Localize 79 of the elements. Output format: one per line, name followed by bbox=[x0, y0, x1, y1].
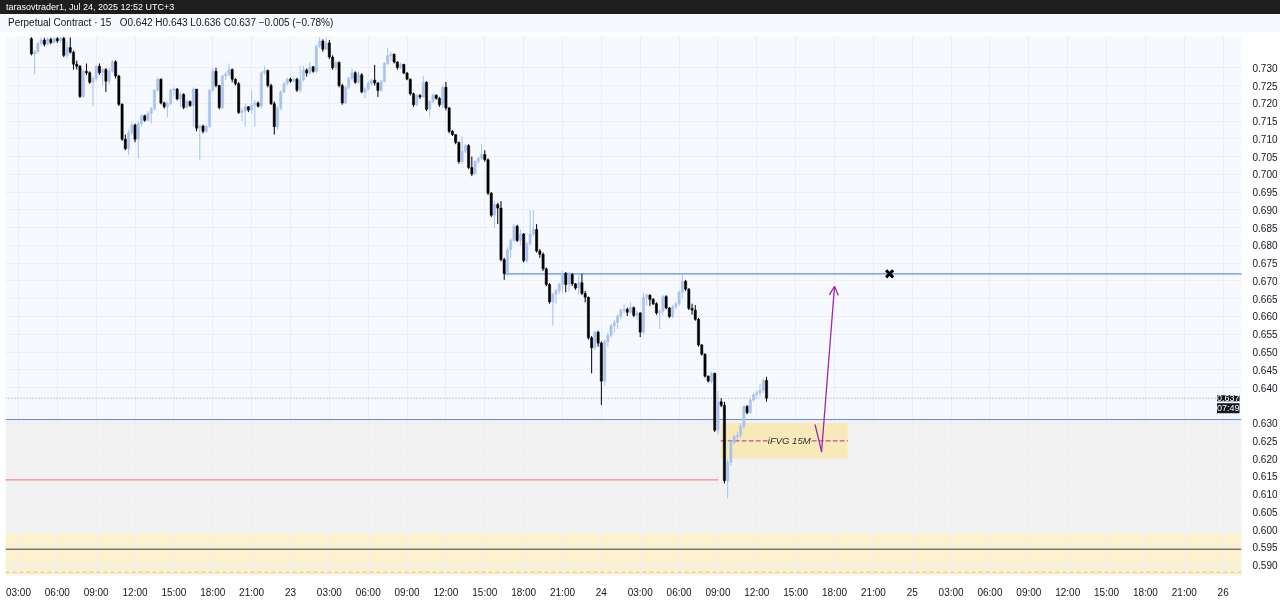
candlestick bbox=[622, 303, 626, 314]
candlestick bbox=[493, 200, 496, 229]
candlestick bbox=[635, 310, 639, 321]
x-tick-label: 21:00 bbox=[239, 586, 265, 598]
x-tick-label: 18:00 bbox=[822, 586, 848, 598]
annotation: 07:49 bbox=[1216, 403, 1240, 414]
candlestick bbox=[227, 63, 231, 78]
y-tick-label: 0.625 bbox=[1252, 435, 1278, 447]
y-tick-label: 0.675 bbox=[1252, 258, 1278, 270]
x-tick-label: 23 bbox=[284, 586, 297, 598]
y-tick-label: 0.620 bbox=[1252, 453, 1278, 465]
y-tick-label: 0.590 bbox=[1252, 560, 1278, 572]
y-tick-label: 0.655 bbox=[1252, 329, 1278, 341]
y-tick-label: 0.690 bbox=[1252, 204, 1278, 216]
x-tick-label: 18:00 bbox=[1132, 586, 1159, 598]
x-tick-label: 18:00 bbox=[200, 586, 226, 598]
y-tick-label: 0.725 bbox=[1252, 80, 1278, 92]
candlestick bbox=[535, 223, 538, 254]
x-tick-label: 06:00 bbox=[355, 586, 382, 598]
x-tick-label: 21:00 bbox=[1171, 586, 1198, 598]
candlestick bbox=[551, 292, 555, 327]
x-tick-label: 25 bbox=[906, 586, 919, 598]
y-tick-label: 0.610 bbox=[1252, 489, 1278, 501]
x-tick-label: 12:00 bbox=[1055, 586, 1081, 598]
y-tick-label: 0.645 bbox=[1252, 364, 1278, 376]
y-tick-label: 0.720 bbox=[1252, 98, 1278, 110]
x-tick-label: 15:00 bbox=[1094, 586, 1120, 598]
x-tick-label: 15:00 bbox=[472, 586, 498, 598]
candlestick bbox=[577, 273, 581, 296]
y-tick-label: 0.695 bbox=[1252, 187, 1278, 199]
candlestick bbox=[765, 376, 768, 403]
y-tick-label: 0.715 bbox=[1252, 116, 1278, 128]
chart-title: Perpetual Contract · 15 bbox=[8, 17, 112, 28]
candlestick bbox=[561, 270, 564, 294]
x-tick-label: 03:00 bbox=[5, 586, 32, 598]
chart-subtitle: O0.642 H0.643 L0.636 C0.637 −0.005 (−0.78%) bbox=[119, 17, 334, 28]
y-tick-label: 0.680 bbox=[1252, 240, 1278, 252]
y-tick-label: 0.730 bbox=[1252, 62, 1278, 74]
y-tick-label: 0.670 bbox=[1252, 275, 1278, 287]
x-tick-label: 03:00 bbox=[316, 586, 343, 598]
y-tick-label: 0.700 bbox=[1252, 169, 1278, 181]
candlestick bbox=[441, 85, 445, 109]
y-tick-label: 0.705 bbox=[1252, 151, 1278, 163]
annotation: iFVG 15M bbox=[767, 435, 811, 447]
x-tick-label: 09:00 bbox=[1016, 586, 1042, 598]
x-tick-label: 12:00 bbox=[744, 586, 770, 598]
y-tick-label: 0.615 bbox=[1252, 471, 1278, 483]
x-tick-label: 18:00 bbox=[511, 586, 537, 598]
y-tick-label: 0.665 bbox=[1252, 293, 1278, 305]
x-tick-label: 12:00 bbox=[122, 586, 148, 598]
x-tick-label: 09:00 bbox=[394, 586, 421, 598]
ref-line-label: 0.637 bbox=[1216, 393, 1240, 404]
x-tick-label: 26 bbox=[1217, 586, 1230, 598]
x-tick-label: 03:00 bbox=[938, 586, 965, 598]
y-tick-label: 0.685 bbox=[1252, 222, 1278, 234]
x-tick-label: 21:00 bbox=[860, 586, 887, 598]
candlestick bbox=[564, 271, 568, 293]
x-tick-label: 06:00 bbox=[666, 586, 693, 598]
y-tick-label: 0.660 bbox=[1252, 311, 1278, 323]
y-tick-label: 0.605 bbox=[1252, 506, 1278, 518]
x-tick-label: 21:00 bbox=[550, 586, 576, 598]
x-tick-label: 09:00 bbox=[83, 586, 110, 598]
text: tarasovtrader1, Jul 24, 2025 12:52 UTC+3 bbox=[6, 1, 175, 14]
candlestick bbox=[373, 64, 377, 87]
y-tick-label: 0.650 bbox=[1252, 347, 1278, 359]
y-tick-label: 0.630 bbox=[1252, 418, 1278, 430]
x-tick-label: 06:00 bbox=[44, 586, 71, 598]
y-tick-label: 0.710 bbox=[1252, 133, 1278, 145]
y-tick-label: 0.600 bbox=[1252, 524, 1278, 536]
x-tick-label: 09:00 bbox=[705, 586, 731, 598]
x-tick-label: 15:00 bbox=[783, 586, 809, 598]
x-tick-label: 03:00 bbox=[627, 586, 654, 598]
x-tick-label: 12:00 bbox=[433, 586, 459, 598]
y-tick-label: 0.640 bbox=[1252, 382, 1278, 394]
x-tick-label: 06:00 bbox=[977, 586, 1003, 598]
candlestick bbox=[65, 40, 69, 60]
x-tick-label: 24 bbox=[595, 586, 608, 598]
x-tick-label: 15:00 bbox=[161, 586, 187, 598]
y-tick-label: 0.595 bbox=[1252, 542, 1278, 554]
